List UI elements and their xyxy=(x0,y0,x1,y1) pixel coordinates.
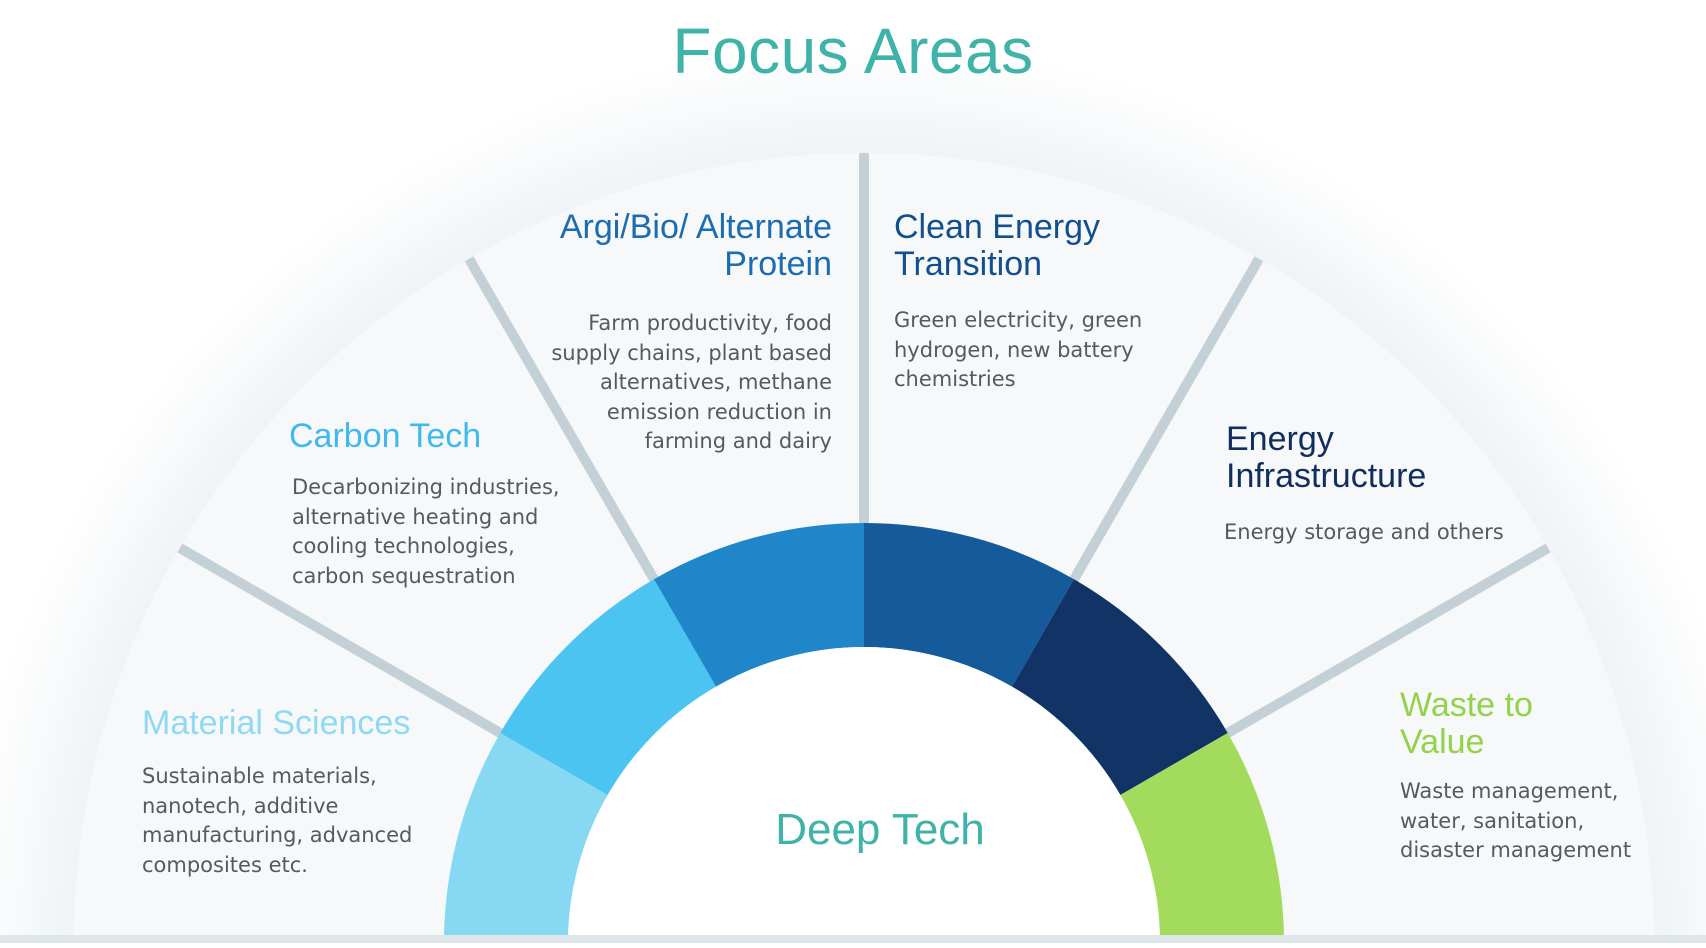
segment-desc-waste-to-value: Waste management, water, sanitation, dis… xyxy=(1400,779,1632,862)
segment-desc-material-sciences: Sustainable materials, nanotech, additiv… xyxy=(142,764,413,877)
sector-clean-energy xyxy=(864,153,1259,580)
segment-title-waste-to-value: Waste to Value xyxy=(1400,686,1533,761)
segment-title-clean-energy: Clean Energy Transition xyxy=(894,208,1101,283)
center-label: Deep Tech xyxy=(775,805,985,854)
separator-group xyxy=(177,153,1551,740)
sector-waste-to-value xyxy=(1227,548,1654,948)
separator-line xyxy=(1221,543,1551,740)
segment-desc-carbon-tech: Decarbonizing industries, alternative he… xyxy=(292,475,560,588)
ring-segment-material-sciences xyxy=(444,733,608,948)
segment-title-energy-infrastructure: Energy Infrastructure xyxy=(1226,420,1427,495)
ring-segment-energy-infrastructure xyxy=(1012,579,1228,795)
center-hub xyxy=(568,647,1160,948)
separator-line xyxy=(1067,256,1264,586)
segment-title-carbon-tech: Carbon Tech xyxy=(289,417,482,455)
sector-agri-bio xyxy=(469,153,864,580)
segment-desc-agri-bio: Farm productivity, food supply chains, p… xyxy=(551,311,832,453)
ring-segment-carbon-tech xyxy=(500,579,716,795)
sector-material-sciences xyxy=(74,548,501,948)
ring-segment-clean-energy xyxy=(864,523,1074,687)
segment-title-agri-bio: Argi/Bio/ Alternate Protein xyxy=(559,208,832,283)
sector-group xyxy=(74,153,1654,948)
separator-line xyxy=(177,543,507,740)
ring-segment-waste-to-value xyxy=(1120,733,1284,948)
page-title: Focus Areas xyxy=(672,15,1034,87)
ring-segment-agri-bio xyxy=(654,523,864,687)
ring-group xyxy=(444,523,1284,948)
bottom-band xyxy=(0,935,1706,943)
separator-line xyxy=(464,256,661,586)
segment-desc-energy-infrastructure: Energy storage and others xyxy=(1224,520,1504,544)
segment-title-material-sciences: Material Sciences xyxy=(142,704,411,742)
segment-desc-clean-energy: Green electricity, green hydrogen, new b… xyxy=(894,308,1143,391)
